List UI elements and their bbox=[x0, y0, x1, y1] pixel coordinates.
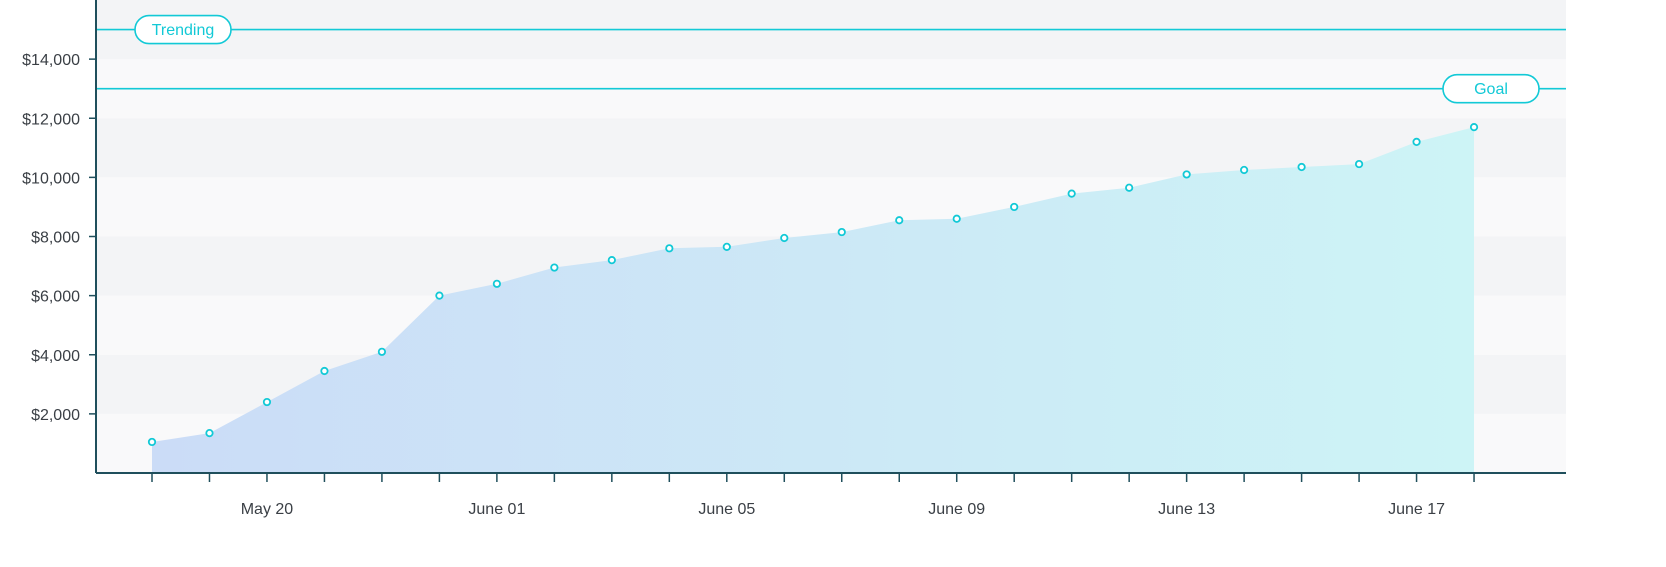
y-axis-labels: $2,000 $4,000 $6,000 $8,000 $10,000 $12,000 $1… bbox=[22, 52, 96, 424]
data-point[interactable] bbox=[1297, 162, 1306, 172]
data-point[interactable] bbox=[492, 279, 501, 288]
data-point[interactable] bbox=[780, 233, 789, 243]
data-point[interactable] bbox=[550, 263, 559, 272]
x-tick-label: June 17 bbox=[1388, 501, 1445, 518]
y-tick-label: $6,000 bbox=[31, 289, 80, 306]
data-point[interactable] bbox=[205, 428, 214, 438]
data-point[interactable] bbox=[1469, 123, 1479, 132]
data-point[interactable] bbox=[320, 366, 329, 376]
x-axis-labels: May 20 June 01 June 05 June 09 June 13 June 1… bbox=[241, 501, 1445, 518]
reference-label-goal: Goal bbox=[1474, 81, 1508, 98]
data-point[interactable] bbox=[377, 347, 387, 356]
reference-lines: Trending Goal bbox=[96, 14, 1566, 104]
data-point[interactable] bbox=[1412, 137, 1421, 146]
x-tick-label: June 09 bbox=[928, 501, 985, 518]
y-tick-label: $12,000 bbox=[22, 111, 80, 128]
data-point[interactable] bbox=[147, 437, 157, 447]
data-point[interactable] bbox=[722, 242, 731, 251]
x-tick-label: June 01 bbox=[468, 501, 525, 518]
y-tick-label: $10,000 bbox=[22, 170, 80, 187]
reference-label-trending: Trending bbox=[152, 22, 215, 39]
data-point[interactable] bbox=[1354, 159, 1364, 169]
x-tick-label: June 13 bbox=[1158, 501, 1215, 518]
data-point[interactable] bbox=[1240, 165, 1249, 175]
series-area bbox=[152, 127, 1474, 473]
data-point[interactable] bbox=[1125, 183, 1134, 192]
data-point[interactable] bbox=[262, 397, 272, 407]
reference-label-pill bbox=[134, 14, 232, 45]
area-layer bbox=[152, 127, 1474, 473]
x-axis-ticks bbox=[151, 473, 1475, 482]
data-points bbox=[147, 123, 1479, 447]
data-point[interactable] bbox=[837, 227, 846, 237]
data-point[interactable] bbox=[1010, 202, 1019, 212]
data-point[interactable] bbox=[665, 244, 674, 253]
reference-label-pill bbox=[1442, 73, 1540, 104]
x-tick-label: June 05 bbox=[698, 501, 755, 518]
data-point[interactable] bbox=[607, 256, 616, 265]
y-tick-label: $4,000 bbox=[31, 348, 80, 365]
data-point[interactable] bbox=[952, 214, 961, 223]
y-tick-label: $8,000 bbox=[31, 230, 80, 247]
data-point[interactable] bbox=[895, 216, 904, 225]
data-point[interactable] bbox=[1182, 170, 1191, 179]
data-point[interactable] bbox=[435, 291, 444, 300]
y-tick-label: $2,000 bbox=[31, 407, 80, 424]
data-point[interactable] bbox=[1067, 189, 1076, 198]
y-tick-label: $14,000 bbox=[22, 52, 80, 69]
x-tick-label: May 20 bbox=[241, 501, 294, 518]
